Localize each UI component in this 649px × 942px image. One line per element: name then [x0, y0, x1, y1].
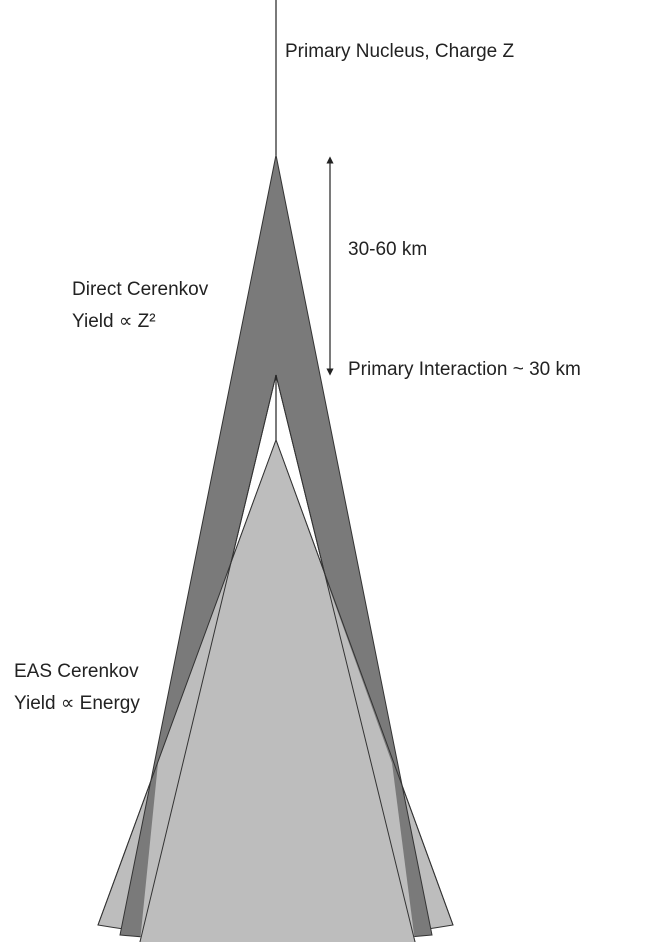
eas-label: Yield ∝ Energy	[14, 693, 140, 714]
eas-cone-inner	[140, 440, 415, 942]
direct-label: Direct Cerenkov	[72, 279, 209, 300]
direct-inner-edge	[139, 374, 416, 942]
eas-cone-edge	[97, 439, 454, 926]
primary-label: Primary Nucleus, Charge Z	[285, 41, 515, 62]
direct-label: Yield ∝ Z²	[72, 311, 156, 332]
distance-label: 30-60 km	[348, 239, 427, 260]
interaction-label: Primary Interaction ~ 30 km	[348, 359, 581, 380]
eas-label: EAS Cerenkov	[14, 661, 139, 682]
